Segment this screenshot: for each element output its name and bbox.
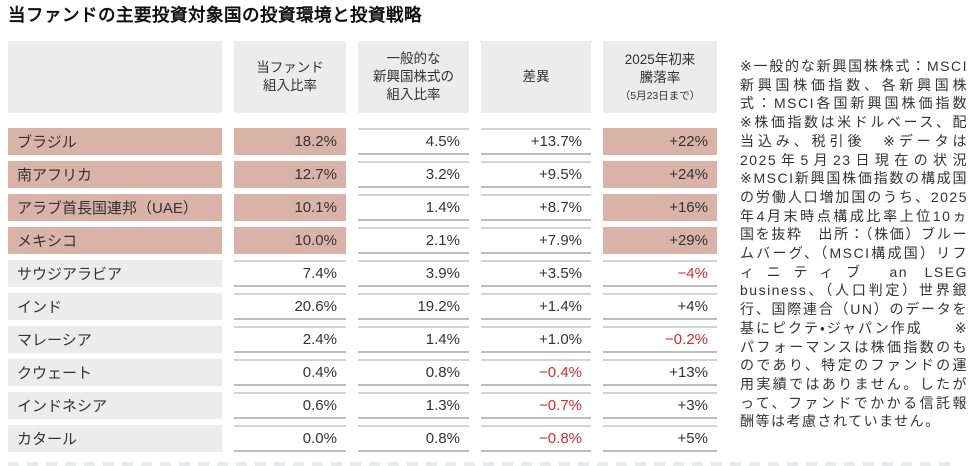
difference-cell: +7.9% [481, 227, 591, 254]
ytd-return-cell: +16% [603, 194, 717, 221]
general-em-ratio-cell: 0.8% [358, 359, 469, 386]
general-em-ratio-cell: 1.3% [358, 392, 469, 419]
header-ytd-return-sublabel: （5月23日まで） [619, 89, 701, 102]
difference-cell: −0.7% [481, 392, 591, 419]
general-em-ratio-cell: 4.5% [358, 128, 469, 155]
fund-ratio-cell: 0.6% [234, 392, 346, 419]
general-em-ratio-cell: 0.8% [358, 425, 469, 452]
table-row: メキシコ 10.0% 2.1% +7.9% +29% [8, 227, 720, 254]
header-difference-label: 差異 [522, 69, 550, 85]
difference-cell: +9.5% [481, 161, 591, 188]
difference-cell: +13.7% [481, 128, 591, 155]
ytd-return-cell: +29% [603, 227, 717, 254]
table-row: サウジアラビア 7.4% 3.9% +3.5% −4% [8, 260, 720, 287]
table-header-row: 当ファンド 組入比率 一般的な 新興国株式の 組入比率 差異 2025年初来 騰… [8, 41, 720, 113]
general-em-ratio-cell: 19.2% [358, 293, 469, 320]
header-fund-ratio-label: 当ファンド 組入比率 [256, 60, 324, 93]
table-row: インド 20.6% 19.2% +1.4% +4% [8, 293, 720, 320]
table-row: アラブ首長国連邦（UAE） 10.1% 1.4% +8.7% +16% [8, 194, 720, 221]
country-name-cell: マレーシア [8, 326, 222, 353]
ytd-return-cell: +24% [603, 161, 717, 188]
ytd-return-cell: +4% [603, 293, 717, 320]
country-name-cell: 南アフリカ [8, 161, 222, 188]
fund-ratio-cell: 0.4% [234, 359, 346, 386]
country-name-cell: アラブ首長国連邦（UAE） [8, 194, 222, 221]
ytd-return-cell: −4% [603, 260, 717, 287]
fund-ratio-cell: 0.0% [234, 425, 346, 452]
general-em-ratio-cell: 1.4% [358, 326, 469, 353]
table-row: カタール 0.0% 0.8% −0.8% +5% [8, 425, 720, 452]
general-em-ratio-cell: 2.1% [358, 227, 469, 254]
header-general-em-ratio: 一般的な 新興国株式の 組入比率 [358, 41, 469, 113]
fund-ratio-cell: 10.1% [234, 194, 346, 221]
cutoff-next-line-remnant [8, 462, 958, 466]
general-em-ratio-cell: 3.9% [358, 260, 469, 287]
general-em-ratio-cell: 3.2% [358, 161, 469, 188]
country-name-cell: インド [8, 293, 222, 320]
fund-ratio-cell: 12.7% [234, 161, 346, 188]
header-difference: 差異 [481, 41, 591, 113]
country-name-cell: カタール [8, 425, 222, 452]
country-name-cell: クウェート [8, 359, 222, 386]
country-name-cell: インドネシア [8, 392, 222, 419]
header-general-em-ratio-label: 一般的な 新興国株式の 組入比率 [373, 51, 454, 102]
fund-ratio-cell: 18.2% [234, 128, 346, 155]
fund-ratio-cell: 7.4% [234, 260, 346, 287]
country-name-cell: ブラジル [8, 128, 222, 155]
fund-ratio-cell: 2.4% [234, 326, 346, 353]
general-em-ratio-cell: 1.4% [358, 194, 469, 221]
difference-cell: +8.7% [481, 194, 591, 221]
fund-ratio-cell: 20.6% [234, 293, 346, 320]
difference-cell: +1.4% [481, 293, 591, 320]
country-name-cell: サウジアラビア [8, 260, 222, 287]
table-row: インドネシア 0.6% 1.3% −0.7% +3% [8, 392, 720, 419]
difference-cell: −0.8% [481, 425, 591, 452]
table-row: マレーシア 2.4% 1.4% +1.0% −0.2% [8, 326, 720, 353]
table-row: ブラジル 18.2% 4.5% +13.7% +22% [8, 128, 720, 155]
difference-cell: +1.0% [481, 326, 591, 353]
ytd-return-cell: +3% [603, 392, 717, 419]
country-allocation-table: 当ファンド 組入比率 一般的な 新興国株式の 組入比率 差異 2025年初来 騰… [8, 41, 720, 458]
ytd-return-cell: +5% [603, 425, 717, 452]
difference-cell: +3.5% [481, 260, 591, 287]
header-ytd-return-label: 2025年初来 騰落率 [624, 52, 696, 85]
table-rows: ブラジル 18.2% 4.5% +13.7% +22% 南アフリカ 12.7% … [8, 128, 720, 452]
ytd-return-cell: +22% [603, 128, 717, 155]
country-name-cell: メキシコ [8, 227, 222, 254]
fund-ratio-cell: 10.0% [234, 227, 346, 254]
difference-cell: −0.4% [481, 359, 591, 386]
footnote-text: ※一般的な新興国株株式：MSCI新興国株価指数、各新興国株式：MSCI各国新興国… [740, 58, 969, 430]
page-title: 当ファンドの主要投資対象国の投資環境と投資戦略 [8, 5, 422, 25]
table-row: クウェート 0.4% 0.8% −0.4% +13% [8, 359, 720, 386]
table-row: 南アフリカ 12.7% 3.2% +9.5% +24% [8, 161, 720, 188]
header-fund-ratio: 当ファンド 組入比率 [234, 41, 346, 113]
header-ytd-return: 2025年初来 騰落率 （5月23日まで） [603, 41, 717, 113]
ytd-return-cell: −0.2% [603, 326, 717, 353]
header-country-cell [8, 41, 222, 113]
ytd-return-cell: +13% [603, 359, 717, 386]
